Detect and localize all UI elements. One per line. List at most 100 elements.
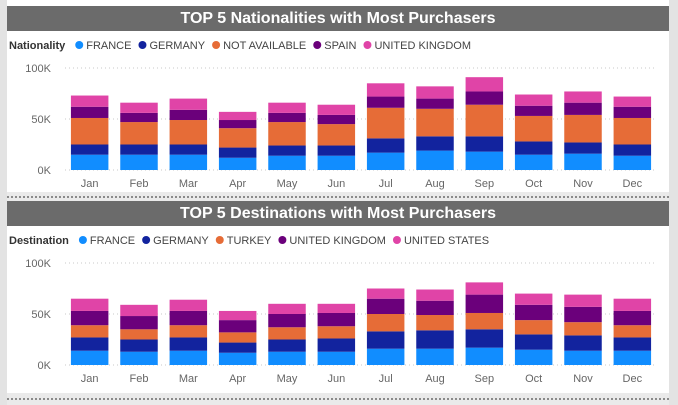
bar-segment-france[interactable] — [120, 154, 158, 170]
bar-segment-turkey[interactable] — [564, 322, 602, 336]
bar-segment-united-states[interactable] — [366, 288, 405, 299]
bar-segment-united-kingdom[interactable] — [317, 104, 356, 115]
bar-segment-united-kingdom[interactable] — [169, 98, 208, 110]
bar-segment-united-kingdom[interactable] — [268, 314, 306, 328]
bar-segment-not-available[interactable] — [317, 124, 356, 146]
legend-item-united-kingdom[interactable]: UNITED KINGDOM — [278, 235, 386, 247]
bar-segment-spain[interactable] — [366, 96, 405, 108]
bar-segment-united-kingdom[interactable] — [416, 300, 454, 316]
bar-segment-united-states[interactable] — [70, 298, 109, 311]
bar-stack-jan[interactable] — [70, 298, 109, 365]
bar-stack-aug[interactable] — [416, 289, 454, 365]
bar-segment-not-available[interactable] — [70, 117, 109, 145]
bar-segment-united-states[interactable] — [317, 303, 356, 313]
bar-stack-may[interactable] — [268, 303, 306, 365]
bar-segment-spain[interactable] — [317, 114, 356, 125]
bar-segment-not-available[interactable] — [465, 104, 504, 137]
bar-segment-germany[interactable] — [317, 338, 356, 352]
bar-segment-united-states[interactable] — [564, 294, 602, 307]
bar-segment-not-available[interactable] — [613, 117, 652, 145]
bar-segment-france[interactable] — [120, 351, 158, 365]
bar-segment-germany[interactable] — [465, 136, 504, 152]
bar-segment-united-states[interactable] — [613, 298, 652, 311]
bar-segment-united-states[interactable] — [218, 310, 257, 321]
bar-segment-united-kingdom[interactable] — [218, 320, 257, 333]
bar-segment-turkey[interactable] — [218, 332, 257, 343]
bar-segment-turkey[interactable] — [465, 312, 504, 330]
bar-stack-jan[interactable] — [70, 95, 109, 170]
bar-segment-united-kingdom[interactable] — [70, 95, 109, 107]
bar-stack-nov[interactable] — [564, 294, 602, 365]
bar-segment-spain[interactable] — [169, 109, 208, 121]
bar-stack-aug[interactable] — [416, 86, 454, 170]
bar-segment-spain[interactable] — [268, 112, 306, 123]
bar-segment-germany[interactable] — [514, 334, 553, 350]
bar-segment-germany[interactable] — [416, 330, 454, 349]
bar-segment-france[interactable] — [268, 155, 306, 170]
bar-segment-germany[interactable] — [366, 331, 405, 349]
bar-segment-united-kingdom[interactable] — [70, 310, 109, 326]
bar-segment-france[interactable] — [416, 348, 454, 365]
bar-segment-united-states[interactable] — [465, 282, 504, 295]
bar-segment-germany[interactable] — [169, 144, 208, 155]
bar-segment-france[interactable] — [366, 152, 405, 170]
bar-segment-germany[interactable] — [317, 145, 356, 156]
bar-segment-france[interactable] — [317, 351, 356, 365]
bar-segment-france[interactable] — [465, 151, 504, 170]
bar-segment-germany[interactable] — [218, 342, 257, 353]
bar-segment-germany[interactable] — [218, 147, 257, 158]
bar-stack-mar[interactable] — [169, 299, 208, 365]
legend-item-not-available[interactable]: NOT AVAILABLE — [212, 40, 306, 52]
bar-segment-spain[interactable] — [416, 98, 454, 109]
bar-stack-jun[interactable] — [317, 104, 356, 170]
bar-segment-united-kingdom[interactable] — [268, 102, 306, 113]
bar-segment-united-kingdom[interactable] — [366, 83, 405, 97]
bar-stack-sep[interactable] — [465, 77, 504, 170]
legend-item-turkey[interactable]: TURKEY — [215, 235, 272, 247]
bar-segment-germany[interactable] — [564, 335, 602, 351]
bar-segment-united-kingdom[interactable] — [514, 304, 553, 321]
bar-stack-jul[interactable] — [366, 288, 405, 366]
bar-segment-united-kingdom[interactable] — [613, 96, 652, 107]
bar-segment-france[interactable] — [514, 154, 553, 170]
bar-segment-spain[interactable] — [465, 91, 504, 105]
bar-segment-united-kingdom[interactable] — [317, 312, 356, 327]
bar-segment-france[interactable] — [218, 352, 257, 365]
bar-segment-united-states[interactable] — [169, 299, 208, 311]
bar-segment-united-kingdom[interactable] — [465, 294, 504, 313]
bar-segment-spain[interactable] — [564, 102, 602, 115]
bar-segment-united-kingdom[interactable] — [120, 102, 158, 113]
destinations-stacked-bar-chart[interactable]: Destination FRANCE GERMANY TURKEY UNITED KIN… — [7, 227, 669, 393]
bar-segment-turkey[interactable] — [120, 329, 158, 340]
bar-segment-united-kingdom[interactable] — [218, 111, 257, 121]
bar-segment-turkey[interactable] — [366, 314, 405, 332]
bar-segment-germany[interactable] — [366, 138, 405, 153]
bar-segment-france[interactable] — [514, 349, 553, 365]
bar-segment-united-kingdom[interactable] — [514, 94, 553, 106]
bar-segment-united-kingdom[interactable] — [564, 91, 602, 103]
bar-segment-france[interactable] — [317, 155, 356, 170]
bar-segment-france[interactable] — [564, 350, 602, 365]
bar-segment-turkey[interactable] — [70, 325, 109, 338]
bar-segment-france[interactable] — [268, 351, 306, 365]
bar-segment-germany[interactable] — [613, 144, 652, 156]
bar-stack-jun[interactable] — [317, 303, 356, 365]
bar-segment-turkey[interactable] — [613, 325, 652, 338]
bar-segment-germany[interactable] — [169, 337, 208, 351]
legend-item-united-states[interactable]: UNITED STATES — [392, 235, 489, 247]
bar-segment-spain[interactable] — [70, 106, 109, 118]
bar-stack-nov[interactable] — [564, 91, 602, 170]
bar-segment-france[interactable] — [465, 347, 504, 365]
bar-segment-united-states[interactable] — [416, 289, 454, 301]
bar-segment-germany[interactable] — [120, 339, 158, 352]
legend-item-germany[interactable]: GERMANY — [142, 235, 209, 247]
legend-item-germany[interactable]: GERMANY — [138, 40, 206, 52]
bar-segment-germany[interactable] — [514, 141, 553, 155]
bar-stack-feb[interactable] — [120, 304, 158, 365]
bar-segment-not-available[interactable] — [416, 108, 454, 137]
bar-segment-united-kingdom[interactable] — [169, 310, 208, 326]
bar-segment-france[interactable] — [416, 150, 454, 170]
legend-item-united-kingdom[interactable]: UNITED KINGDOM — [363, 40, 471, 52]
bar-segment-not-available[interactable] — [169, 120, 208, 145]
bar-segment-germany[interactable] — [416, 136, 454, 151]
